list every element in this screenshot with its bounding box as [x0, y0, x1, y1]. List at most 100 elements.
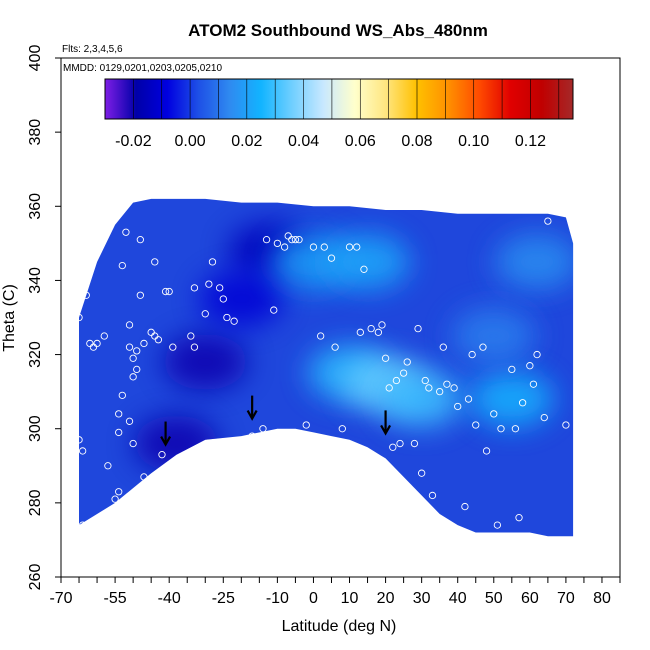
sample-point	[259, 425, 267, 433]
sample-point	[497, 425, 505, 433]
y-tick-label: 280	[27, 489, 44, 516]
sample-point	[562, 421, 570, 429]
sample-point	[461, 502, 469, 511]
sample-point	[443, 380, 451, 388]
y-axis-label: Theta (C)	[1, 284, 18, 352]
sample-points	[75, 217, 570, 529]
y-axis: 260 280 300 320 340 360 380 400	[27, 45, 61, 591]
sample-point	[129, 373, 137, 381]
x-tick-label: 60	[521, 590, 539, 607]
sample-point	[450, 384, 458, 392]
sample-point	[403, 358, 411, 366]
sample-point	[129, 439, 137, 448]
tropopause-arrow	[246, 395, 258, 421]
sample-point	[399, 369, 408, 377]
sample-point	[115, 428, 123, 437]
chart-title: ATOM2 Southbound WS_Abs_480nm	[188, 21, 488, 40]
sample-point	[198, 451, 206, 459]
tropopause-arrow	[160, 421, 172, 447]
sample-point	[122, 228, 130, 236]
colorbar-tick-label: 0.06	[345, 133, 376, 150]
x-tick-label: -25	[212, 590, 235, 607]
sample-point	[389, 443, 397, 451]
colorbar-tick-label: 0.12	[515, 133, 546, 150]
sample-point	[140, 339, 148, 348]
sample-point	[345, 243, 354, 251]
x-tick-label: -40	[158, 590, 181, 607]
sample-point	[82, 291, 90, 299]
sample-point	[479, 343, 487, 351]
x-tick-label: 50	[485, 590, 503, 607]
sample-point	[356, 328, 364, 336]
sample-point	[381, 354, 390, 362]
sample-point	[262, 235, 271, 244]
colorbar-tick-label: 0.08	[401, 133, 432, 150]
sample-point	[169, 343, 177, 351]
field-anomaly	[325, 233, 410, 290]
sample-point	[468, 350, 476, 359]
sample-point	[417, 469, 426, 477]
sample-point	[125, 417, 134, 425]
sample-point	[190, 343, 199, 351]
sample-point	[526, 362, 534, 370]
sample-point	[291, 235, 300, 244]
sample-point	[75, 313, 83, 322]
y-tick-label: 260	[27, 564, 44, 591]
sample-point	[111, 495, 119, 503]
flights-note: Flts: 2,3,4,5,6	[62, 44, 123, 55]
sample-point	[353, 243, 361, 251]
sample-point	[317, 332, 325, 340]
colorbar-tick-label: 0.10	[458, 133, 489, 150]
x-axis: -70 -55 -40 -25 -10 0 10 20 30 40 50 60 70 80	[49, 577, 621, 607]
sample-point	[187, 332, 195, 340]
sample-point	[115, 488, 123, 496]
colorbar-tick-label: 0.04	[288, 133, 319, 150]
sample-point	[241, 443, 249, 451]
sample-point	[280, 243, 289, 251]
sample-point	[255, 436, 264, 444]
x-tick-label: 40	[449, 590, 467, 607]
sample-point	[421, 376, 429, 385]
x-tick-label: 30	[413, 590, 431, 607]
sample-point	[508, 365, 516, 374]
sample-point	[385, 384, 393, 392]
sample-point	[158, 451, 166, 459]
sample-point	[201, 310, 209, 318]
sample-point	[414, 324, 422, 333]
sample-point	[396, 439, 404, 448]
x-axis-label: Latitude (deg N)	[282, 618, 397, 635]
sample-point	[338, 425, 346, 433]
field-anomaly	[199, 270, 284, 327]
x-tick-label: 20	[377, 590, 395, 607]
x-tick-label: -55	[104, 590, 127, 607]
sample-point	[230, 317, 238, 325]
sample-point	[125, 343, 134, 351]
sample-point	[515, 514, 523, 522]
sample-point	[125, 321, 134, 329]
dates-note: MMDD: 0129,0201,0203,0205,0210	[63, 63, 222, 74]
field-anomaly	[163, 333, 248, 390]
colorbar-gradient	[104, 78, 574, 120]
sample-point	[179, 454, 188, 463]
sample-point	[93, 339, 101, 348]
sample-point	[136, 235, 144, 244]
sample-point	[165, 287, 173, 296]
sample-point	[133, 347, 141, 355]
sample-point	[219, 295, 227, 303]
colorbar: -0.02 0.00 0.02 0.04 0.06 0.08 0.10 0.12	[104, 78, 574, 150]
sample-point	[151, 258, 159, 266]
sample-point	[436, 387, 444, 396]
y-tick-label: 380	[27, 119, 44, 146]
sample-point	[78, 521, 87, 529]
sample-point	[270, 306, 278, 314]
sample-point	[482, 447, 491, 455]
sample-point	[464, 395, 473, 403]
y-tick-label: 400	[27, 45, 44, 72]
sample-point	[216, 284, 224, 292]
sample-point	[533, 350, 541, 359]
field-anomaly	[495, 233, 574, 290]
sample-point	[367, 324, 375, 333]
sample-point	[392, 376, 401, 385]
sample-point	[295, 235, 303, 244]
sample-point	[472, 421, 480, 429]
